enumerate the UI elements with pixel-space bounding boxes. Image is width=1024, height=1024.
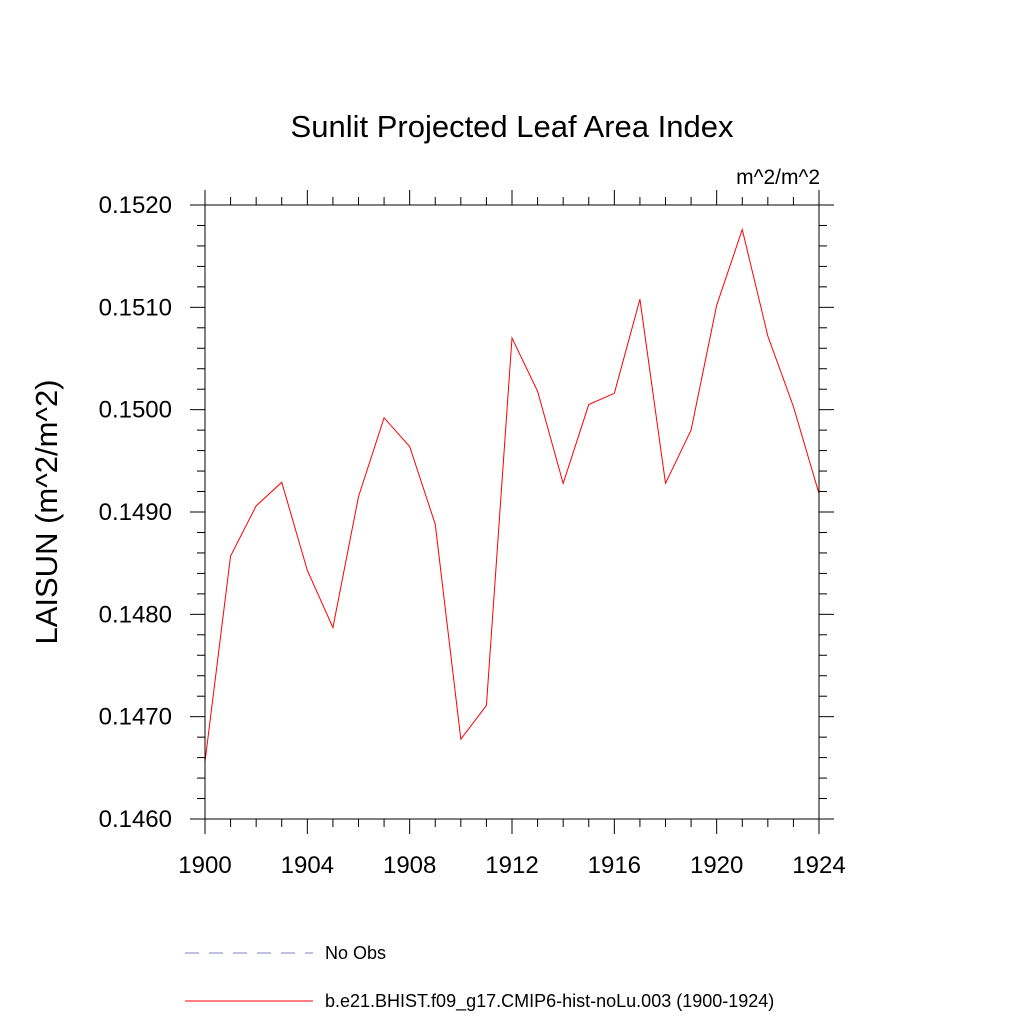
plot-frame bbox=[204, 204, 820, 820]
tick-labels: 1900 1904 1908 1912 1916 1920 1924 0.1460 0.1470… bbox=[99, 192, 846, 879]
x-tick-label: 1904 bbox=[281, 852, 334, 879]
x-tick-label: 1920 bbox=[690, 852, 743, 879]
legend-label: b.e21.BHIST.f09_g17.CMIP6-hist-noLu.003 … bbox=[325, 991, 774, 1012]
y-tick-label: 0.1510 bbox=[99, 294, 172, 321]
y-axis-label: LAISUN (m^2/m^2) bbox=[29, 379, 64, 644]
y-tick-label: 0.1490 bbox=[99, 499, 172, 526]
x-tick-label: 1908 bbox=[383, 852, 436, 879]
y-tick-label: 0.1500 bbox=[99, 397, 172, 424]
legend: No Obs b.e21.BHIST.f09_g17.CMIP6-hist-noL… bbox=[185, 943, 774, 1012]
y-tick-label: 0.1520 bbox=[99, 192, 172, 219]
x-tick-label: 1900 bbox=[178, 852, 231, 879]
x-tick-label: 1924 bbox=[792, 852, 845, 879]
x-tick-label: 1916 bbox=[588, 852, 641, 879]
y-tick-label: 0.1480 bbox=[99, 601, 172, 628]
units-label: m^2/m^2 bbox=[736, 166, 820, 189]
y-tick-label: 0.1470 bbox=[99, 704, 172, 731]
axis-ticks bbox=[190, 190, 834, 834]
series-line bbox=[204, 227, 820, 762]
x-tick-label: 1912 bbox=[485, 852, 538, 879]
y-tick-label: 0.1460 bbox=[99, 806, 172, 833]
chart-title: Sunlit Projected Leaf Area Index bbox=[291, 109, 734, 144]
legend-label: No Obs bbox=[325, 943, 386, 963]
series-lines bbox=[204, 227, 820, 762]
